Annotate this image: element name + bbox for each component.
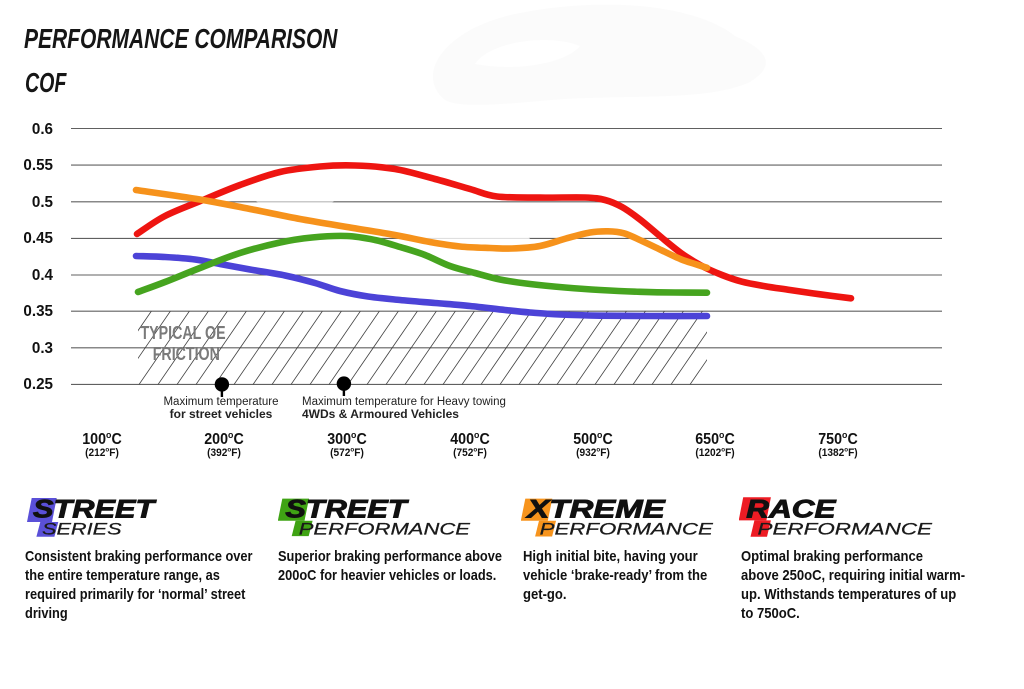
svg-text:PERFORMANCE: PERFORMANCE [299,520,471,539]
svg-text:PERFORMANCE: PERFORMANCE [540,520,714,539]
svg-text:RACE: RACE [746,496,836,524]
svg-text:XTREME: XTREME [525,496,666,523]
svg-text:STREET: STREET [33,496,157,523]
svg-text:STREET: STREET [285,496,409,523]
svg-text:PERFORMANCE: PERFORMANCE [758,520,933,538]
svg-text:SERIES: SERIES [42,521,122,539]
